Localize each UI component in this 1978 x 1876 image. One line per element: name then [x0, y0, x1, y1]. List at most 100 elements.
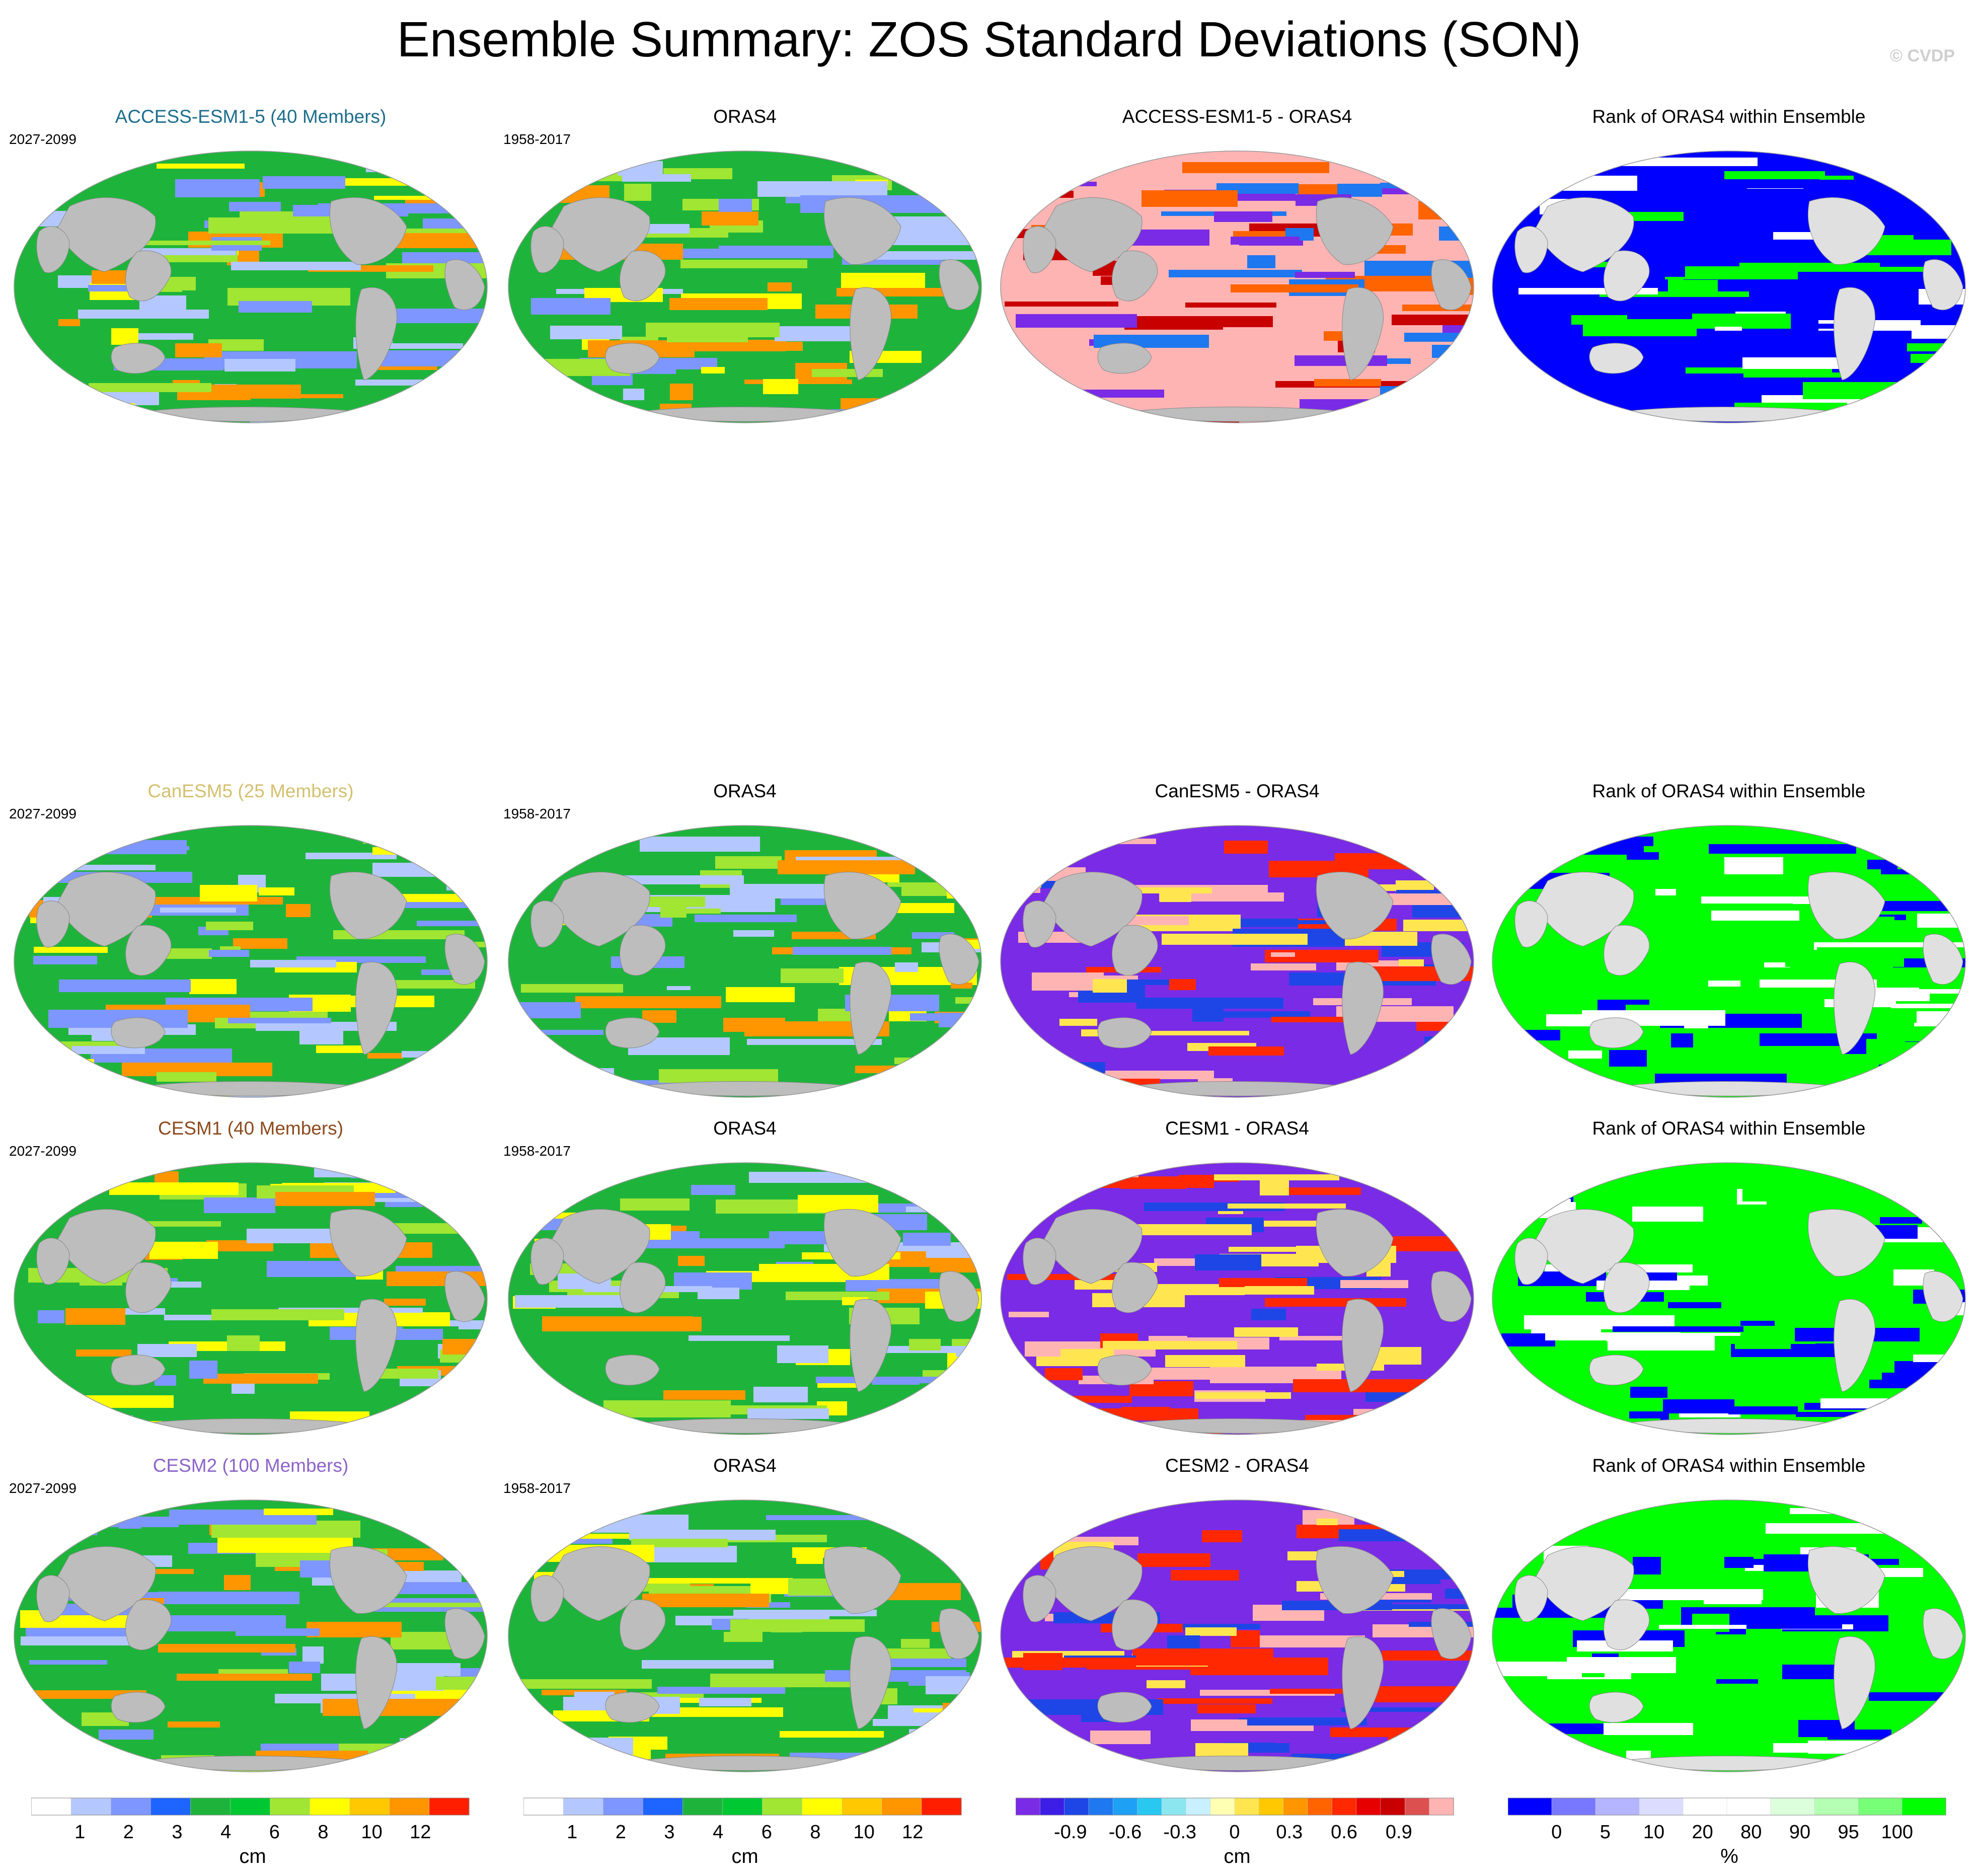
- map-model: [14, 1162, 488, 1435]
- colorbar-swatch: [1814, 1797, 1859, 1816]
- colorbar-tick-label: 0.3: [1276, 1822, 1303, 1842]
- panel-title: ACCESS-ESM1-5 - ORAS4: [1122, 106, 1352, 127]
- colorbar-swatch: [602, 1797, 644, 1816]
- colorbar-tick-label: 90: [1789, 1822, 1810, 1842]
- panel-rank-3: Rank of ORAS4 within Ensemble: [1487, 1117, 1970, 1440]
- colorbar-tick-label: 12: [410, 1822, 431, 1842]
- colorbar-unit: cm: [731, 1845, 758, 1867]
- colorbar-swatch: [842, 1797, 882, 1816]
- colorbar-swatch: [1356, 1797, 1381, 1816]
- colorbar-2: 1 2 3 4 6 8 10 12 cm: [523, 1797, 966, 1867]
- colorbar-swatch: [429, 1797, 470, 1816]
- colorbar-tick-label: 1: [567, 1822, 577, 1842]
- panel-years: 2027-2099: [9, 131, 77, 147]
- colorbar-swatch: [150, 1797, 191, 1816]
- panel-title: ORAS4: [713, 106, 777, 127]
- colorbar-tick-label: 10: [1643, 1822, 1664, 1842]
- panel-years: 2027-2099: [9, 1143, 77, 1159]
- panel-title: Rank of ORAS4 within Ensemble: [1592, 106, 1866, 127]
- colorbar-tick-label: 20: [1692, 1822, 1713, 1842]
- colorbar-unit: cm: [1224, 1845, 1251, 1867]
- colorbar-swatch: [190, 1797, 231, 1816]
- colorbar-tick-label: 0.6: [1331, 1822, 1357, 1842]
- colorbar-unit: cm: [239, 1845, 266, 1867]
- panel-title: CanESM5 - ORAS4: [1155, 781, 1320, 801]
- colorbar-tick-label: 5: [1600, 1822, 1611, 1842]
- panel-diff-1: ACCESS-ESM1-5 - ORAS4: [996, 106, 1479, 428]
- map-diff: [1000, 1499, 1474, 1772]
- panel-rank-4: Rank of ORAS4 within Ensemble: [1487, 1455, 1970, 1777]
- colorbar-swatch: [1016, 1797, 1041, 1816]
- map-obs: [508, 151, 982, 423]
- colorbar-swatch: [1901, 1797, 1946, 1816]
- panel-diff-3: CESM1 - ORAS4: [996, 1117, 1479, 1440]
- panel-title: ORAS4: [713, 781, 777, 801]
- map-rank: [1492, 1162, 1966, 1435]
- colorbar-swatch: [1064, 1797, 1089, 1816]
- colorbar-swatch: [1234, 1797, 1260, 1816]
- panel-model-4: CESM2 (100 Members) 2027-2099: [9, 1455, 492, 1777]
- colorbar-tick-label: 4: [220, 1822, 231, 1842]
- colorbar-swatch: [1186, 1797, 1211, 1816]
- colorbar-swatch: [1380, 1797, 1406, 1816]
- map-diff: [1000, 151, 1474, 423]
- colorbar-swatch: [1137, 1797, 1162, 1816]
- panel-obs-4: ORAS4 1958-2017: [503, 1455, 986, 1777]
- map-model: [14, 825, 488, 1098]
- colorbar-swatch: [762, 1797, 803, 1816]
- panel-title: CESM1 (40 Members): [158, 1118, 344, 1139]
- colorbar-swatch: [1161, 1797, 1187, 1816]
- panel-model-1: ACCESS-ESM1-5 (40 Members) 2027-2099: [9, 106, 492, 428]
- colorbar-tick-label: 8: [318, 1822, 328, 1842]
- colorbar-swatch: [70, 1797, 111, 1816]
- colorbar-swatch: [1405, 1797, 1430, 1816]
- colorbar-swatch: [230, 1797, 271, 1816]
- colorbar-swatch: [1113, 1797, 1138, 1816]
- colorbar-swatch: [1259, 1797, 1284, 1816]
- watermark: © CVDP: [1890, 46, 1955, 65]
- colorbar-tick-label: 10: [361, 1822, 383, 1842]
- panel-title: ACCESS-ESM1-5 (40 Members): [115, 106, 387, 127]
- colorbar-swatch: [1429, 1797, 1454, 1816]
- page-title: Ensemble Summary: ZOS Standard Deviation…: [397, 12, 1581, 67]
- colorbar-tick-label: 95: [1838, 1822, 1859, 1842]
- colorbar-swatch: [349, 1797, 390, 1816]
- colorbar-swatch: [1595, 1797, 1640, 1816]
- colorbar-tick-label: -0.3: [1164, 1822, 1196, 1842]
- colorbar-tick-label: 6: [762, 1822, 772, 1842]
- colorbar-tick-label: -0.9: [1054, 1822, 1087, 1842]
- colorbar-swatch: [1639, 1797, 1684, 1816]
- panel-title: Rank of ORAS4 within Ensemble: [1592, 1118, 1866, 1139]
- panel-title: CESM2 (100 Members): [153, 1455, 349, 1476]
- panel-title: CESM2 - ORAS4: [1165, 1455, 1309, 1476]
- map-obs: [508, 1162, 982, 1435]
- panel-rank-2: Rank of ORAS4 within Ensemble: [1487, 780, 1970, 1102]
- panel-title: ORAS4: [713, 1118, 777, 1139]
- colorbar-tick-label: 100: [1881, 1822, 1913, 1842]
- colorbar-swatch: [1332, 1797, 1357, 1816]
- panel-rank-1: Rank of ORAS4 within Ensemble: [1487, 106, 1970, 428]
- colorbar-tick-label: 4: [713, 1822, 723, 1842]
- colorbar-swatch: [523, 1797, 564, 1816]
- colorbar-tick-label: 10: [854, 1822, 875, 1842]
- colorbar-tick-label: -0.6: [1109, 1822, 1142, 1842]
- panel-years: 1958-2017: [503, 131, 571, 147]
- panel-obs-2: ORAS4 1958-2017: [503, 780, 986, 1102]
- colorbar-4: 0 5 10 20 80 90 95 100%: [1508, 1797, 1951, 1867]
- colorbar-tick-label: 0: [1229, 1822, 1240, 1842]
- colorbar-tick-label: 80: [1740, 1822, 1762, 1842]
- colorbar-swatch: [1283, 1797, 1308, 1816]
- colorbar-tick-label: 1: [74, 1822, 85, 1842]
- colorbar-tick-label: 8: [810, 1822, 820, 1842]
- colorbar-swatch: [1551, 1797, 1596, 1816]
- panel-diff-2: CanESM5 - ORAS4: [996, 780, 1479, 1102]
- colorbar-tick-label: 2: [616, 1822, 626, 1842]
- colorbar-swatch: [1858, 1797, 1903, 1816]
- colorbar-swatch: [1088, 1797, 1114, 1816]
- colorbar-swatch: [921, 1797, 962, 1816]
- colorbar-swatch: [270, 1797, 311, 1816]
- panel-years: 1958-2017: [503, 806, 571, 821]
- colorbar-swatch: [802, 1797, 843, 1816]
- colorbar-swatch: [1726, 1797, 1771, 1816]
- colorbar-swatch: [310, 1797, 350, 1816]
